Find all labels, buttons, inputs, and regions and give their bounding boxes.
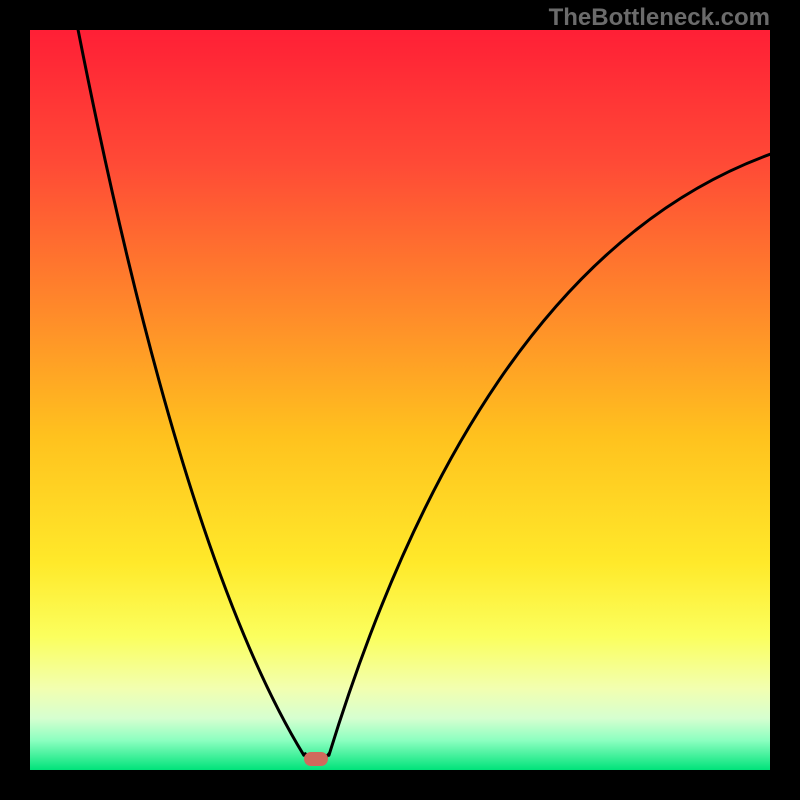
minimum-marker (304, 752, 328, 766)
chart-frame: TheBottleneck.com (0, 0, 800, 800)
watermark-text: TheBottleneck.com (549, 4, 770, 32)
curve-left-branch (78, 30, 304, 755)
plot-area (30, 30, 770, 770)
curve-right-branch (329, 154, 770, 755)
bottleneck-curve (30, 30, 770, 770)
